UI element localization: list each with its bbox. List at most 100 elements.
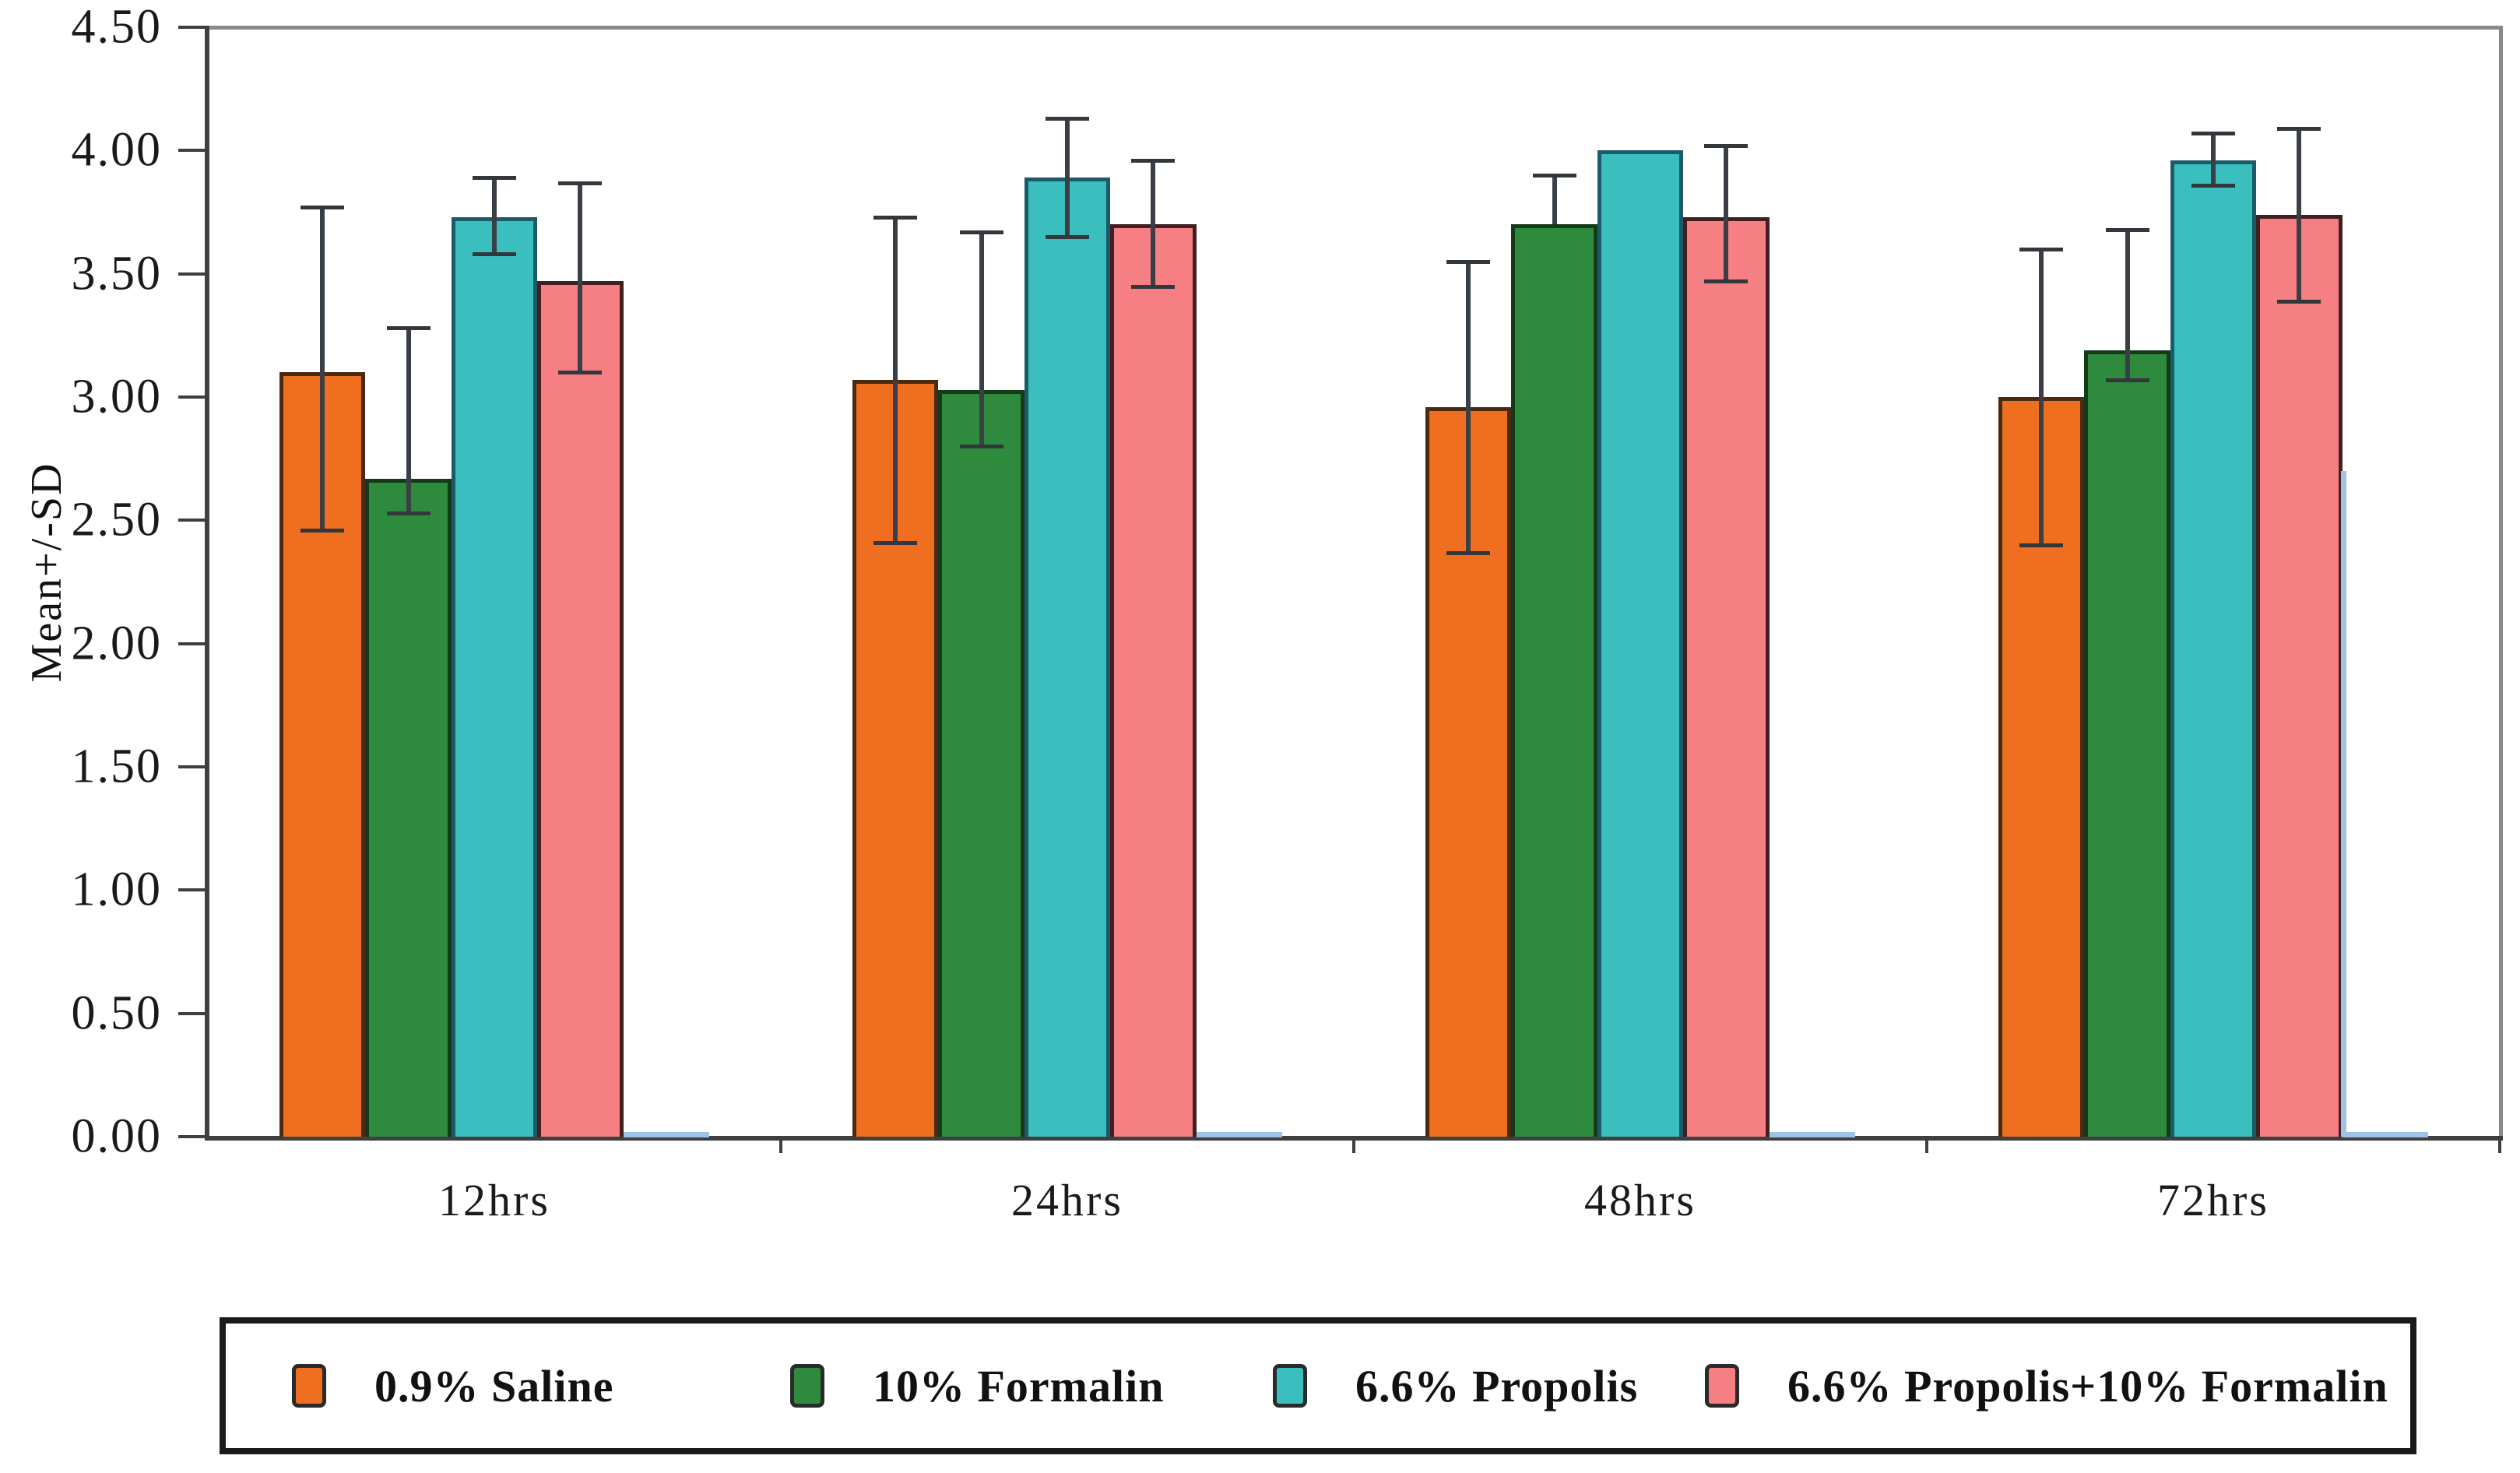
error-bar-stem	[2125, 229, 2130, 380]
error-bar-cap-bottom	[2019, 543, 2064, 547]
error-bar-stem	[406, 328, 411, 513]
bar-series3-cat4	[2170, 160, 2257, 1137]
error-bar-cap-bottom	[959, 445, 1003, 449]
error-bar-cap-top	[1131, 159, 1176, 163]
error-bar-cap-bottom	[301, 529, 345, 533]
legend-label: 6.6% Propolis	[1355, 1360, 1639, 1411]
y-tick-label: 1.50	[71, 740, 162, 793]
y-tick-mark	[178, 1135, 206, 1138]
legend-swatch-icon	[1273, 1364, 1307, 1408]
plot-right-border	[2499, 26, 2503, 1139]
error-bar-stem	[979, 231, 984, 447]
legend-label: 10% Formalin	[873, 1360, 1165, 1411]
y-tick-label: 2.50	[71, 493, 162, 547]
legend: 0.9% Saline 10% Formalin 6.6% Propolis 6.6%…	[220, 1317, 2416, 1454]
baseline-blue-vertical-line	[2340, 471, 2346, 1137]
legend-item-1: 0.9% Saline	[292, 1324, 614, 1448]
bar-series4-cat1	[537, 281, 624, 1137]
error-bar-cap-bottom	[1131, 284, 1176, 289]
category-boundary-tick	[2498, 1136, 2501, 1153]
error-bar-cap-top	[473, 176, 516, 181]
error-bar-stem	[320, 207, 325, 530]
x-category-label-12hrs: 12hrs	[438, 1175, 550, 1225]
baseline-blue-bar	[623, 1132, 709, 1137]
baseline-blue-bar	[2342, 1132, 2428, 1137]
bar-series4-cat3	[1683, 216, 1770, 1137]
error-bar-cap-top	[301, 206, 345, 210]
legend-swatch-icon	[790, 1364, 824, 1408]
bar-series4-cat2	[1110, 224, 1197, 1137]
error-bar-stem	[1065, 118, 1070, 237]
error-bar-cap-top	[873, 215, 918, 220]
error-bar-cap-bottom	[386, 511, 431, 515]
error-bar-cap-bottom	[1446, 550, 1491, 555]
bar-series2-cat2	[938, 389, 1025, 1137]
bar-series4-cat4	[2256, 214, 2343, 1137]
baseline-blue-bar	[1196, 1132, 1282, 1137]
error-bar-cap-bottom	[873, 540, 918, 545]
plot-top-border	[208, 26, 2503, 30]
y-tick-mark	[178, 765, 206, 768]
y-axis-line	[205, 26, 209, 1139]
legend-item-4: 6.6% Propolis+10% Formalin	[1705, 1324, 2388, 1448]
legend-swatch-icon	[292, 1364, 326, 1408]
error-bar-cap-bottom	[473, 252, 516, 257]
error-bar-stem	[1151, 160, 1156, 287]
error-bar-cap-bottom	[1046, 235, 1089, 240]
error-bar-stem	[1466, 261, 1471, 553]
legend-label: 0.9% Saline	[374, 1360, 614, 1411]
legend-swatch-icon	[1705, 1364, 1739, 1408]
error-bar-cap-top	[558, 181, 603, 185]
category-boundary-tick	[779, 1136, 782, 1153]
bar-series3-cat1	[451, 216, 538, 1137]
x-category-label-48hrs: 48hrs	[1584, 1175, 1696, 1225]
error-bar-cap-top	[2019, 248, 2064, 251]
y-tick-mark	[178, 26, 206, 29]
error-bar-stem	[2297, 128, 2302, 301]
error-bar-cap-bottom	[2277, 299, 2321, 304]
bar-series3-cat2	[1024, 178, 1111, 1137]
y-tick-mark	[178, 642, 206, 645]
category-boundary-tick	[1352, 1136, 1355, 1153]
bar-series2-cat1	[365, 478, 452, 1137]
y-tick-mark	[178, 1011, 206, 1015]
error-bar-cap-top	[1532, 174, 1576, 178]
category-boundary-tick	[1925, 1136, 1928, 1153]
y-tick-label: 3.00	[71, 370, 162, 424]
y-tick-mark	[178, 888, 206, 892]
legend-item-2: 10% Formalin	[790, 1324, 1164, 1448]
baseline-blue-bar	[1769, 1132, 1855, 1137]
error-bar-cap-top	[2277, 126, 2321, 131]
y-tick-mark	[178, 519, 206, 522]
error-bar-stem	[893, 216, 898, 543]
bar-series3-cat3	[1597, 150, 1684, 1137]
error-bar-stem	[1552, 175, 1557, 225]
error-bar-cap-bottom	[558, 371, 603, 375]
x-category-label-24hrs: 24hrs	[1011, 1175, 1123, 1225]
y-tick-label: 4.00	[71, 123, 162, 177]
error-bar-stem	[2211, 133, 2216, 185]
legend-label: 6.6% Propolis+10% Formalin	[1787, 1360, 2388, 1411]
y-tick-mark	[178, 149, 206, 153]
y-tick-label: 0.00	[71, 1109, 162, 1163]
y-tick-label: 1.00	[71, 863, 162, 916]
error-bar-cap-top	[2105, 227, 2149, 232]
y-tick-mark	[178, 272, 206, 276]
error-bar-cap-top	[1046, 117, 1089, 121]
error-bar-stem	[2039, 249, 2044, 545]
x-category-label-72hrs: 72hrs	[2157, 1175, 2269, 1225]
y-tick-label: 4.50	[71, 0, 162, 54]
error-bar-stem	[492, 178, 497, 255]
error-bar-cap-top	[386, 326, 431, 331]
error-bar-cap-top	[2191, 132, 2235, 136]
error-bar-cap-bottom	[2191, 183, 2235, 188]
error-bar-stem	[1724, 146, 1729, 282]
y-tick-label: 3.50	[71, 247, 162, 301]
error-bar-cap-bottom	[1704, 279, 1749, 284]
bar-series2-cat4	[2084, 350, 2170, 1137]
error-bar-cap-bottom	[2105, 378, 2149, 382]
bar-series2-cat3	[1511, 224, 1597, 1137]
y-tick-label: 0.50	[71, 986, 162, 1040]
y-tick-label: 2.00	[71, 617, 162, 670]
